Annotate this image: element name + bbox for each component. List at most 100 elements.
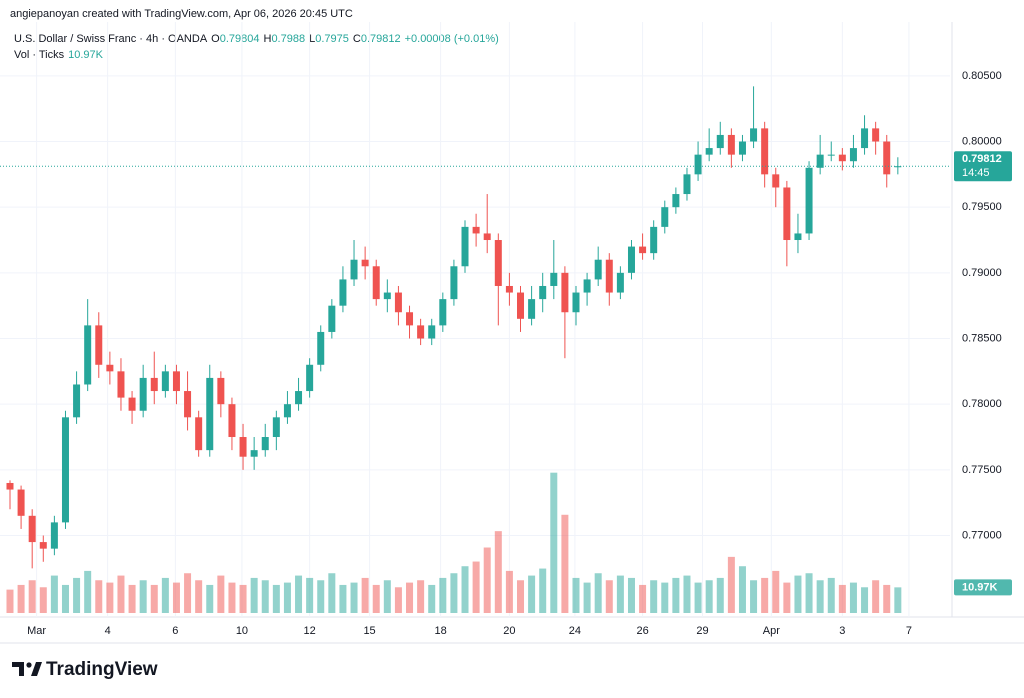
candle-body: [528, 299, 536, 319]
candle-body: [406, 312, 414, 326]
x-tick-label: 4: [105, 625, 111, 637]
candle-body: [716, 134, 724, 149]
candle-body: [272, 417, 280, 438]
candle-body: [705, 148, 713, 155]
candle-body: [339, 279, 347, 306]
volume-bar: [594, 573, 602, 613]
volume-legend: Vol · Ticks 10.97K: [14, 49, 104, 61]
volume-bar: [39, 587, 47, 613]
volume-bar: [283, 582, 291, 613]
key: H: [263, 33, 271, 45]
candle-body: [39, 542, 47, 549]
volume-bar: [417, 580, 425, 613]
volume-bar: [73, 577, 81, 613]
candle-body: [550, 272, 558, 286]
x-tick-label: 29: [696, 625, 708, 637]
volume-bar: [339, 584, 347, 613]
candle-body: [539, 285, 547, 300]
x-tick-label: 24: [569, 625, 581, 637]
candle-body: [306, 364, 314, 392]
volume-bar: [450, 573, 458, 613]
volume-bar: [372, 584, 380, 613]
candle-body: [239, 437, 247, 457]
brand: TradingView: [46, 659, 158, 680]
volume-bar: [172, 582, 180, 613]
volume-bar: [772, 570, 780, 613]
candle-body: [172, 371, 180, 392]
volume-bar: [683, 575, 691, 613]
candle-body: [217, 377, 225, 405]
candle-body: [661, 207, 669, 227]
y-tick-label: 0.80000: [962, 135, 1002, 147]
candle-body: [428, 325, 436, 339]
volume-bar: [239, 584, 247, 613]
y-tick-label: 0.79000: [962, 267, 1002, 279]
volume-bar: [727, 556, 735, 613]
volume-bar: [472, 561, 480, 613]
symbol: U.S. Dollar / Swiss Franc · 4h · OANDA: [14, 33, 208, 45]
credit: angiepanoyan created with TradingView.co…: [10, 8, 353, 20]
candle-body: [295, 391, 303, 405]
volume-bar: [805, 573, 813, 613]
candle-body: [150, 377, 158, 392]
volume-bar: [861, 587, 869, 613]
volume-bar: [361, 577, 369, 613]
candle-body: [6, 482, 14, 490]
candle-body: [816, 154, 824, 168]
volume-bar: [150, 584, 158, 613]
key: L: [309, 33, 315, 45]
logo-mark: [12, 662, 24, 676]
volume-bar: [672, 577, 680, 613]
candle-body: [683, 174, 691, 195]
x-tick-label: 26: [636, 625, 648, 637]
volume-bar: [317, 580, 325, 613]
volume-value: 10.97K: [68, 49, 104, 61]
candle-body: [394, 292, 402, 313]
candle-body: [228, 404, 236, 438]
volume-bar: [705, 580, 713, 613]
x-tick-label: 7: [906, 625, 912, 637]
volume-bar: [650, 580, 658, 613]
volume-bar: [6, 589, 14, 613]
volume-bar: [128, 584, 136, 613]
x-tick-label: 10: [236, 625, 248, 637]
candle-body: [505, 285, 513, 293]
volume-bar: [206, 584, 214, 613]
candle-body: [694, 154, 702, 175]
candle-body: [261, 437, 269, 451]
logo-mark: [31, 662, 42, 676]
volume-bar: [750, 580, 758, 613]
candle-body: [383, 292, 391, 300]
candle-body: [583, 279, 591, 293]
candle-body: [616, 272, 624, 293]
volume-bar: [306, 577, 314, 613]
countdown: 14:45: [962, 167, 990, 179]
candle-body: [605, 259, 613, 293]
volume-bar: [261, 580, 269, 613]
x-tick-label: Apr: [763, 625, 780, 637]
candle-body: [372, 266, 380, 300]
volume-bar: [439, 577, 447, 613]
volume-bar: [872, 580, 880, 613]
volume-bar: [572, 577, 580, 613]
volume-bar: [505, 570, 513, 613]
volume-bar: [117, 575, 125, 613]
x-tick-label: 12: [304, 625, 316, 637]
volume-bar: [639, 584, 647, 613]
close-value: 0.79812: [361, 33, 401, 45]
candle-body: [861, 128, 869, 149]
candle-body: [350, 259, 358, 280]
volume-bar: [716, 577, 724, 613]
volume-bar: [694, 582, 702, 613]
candle-body: [883, 141, 891, 175]
candle-body: [783, 187, 791, 241]
candle-body: [317, 331, 325, 365]
volume-bar: [616, 575, 624, 613]
volume-bar: [550, 472, 558, 613]
candle-body: [84, 325, 92, 385]
candle-body: [95, 325, 103, 365]
volume-bar: [528, 575, 536, 613]
candle-body: [28, 515, 36, 543]
candle-body: [483, 233, 491, 241]
